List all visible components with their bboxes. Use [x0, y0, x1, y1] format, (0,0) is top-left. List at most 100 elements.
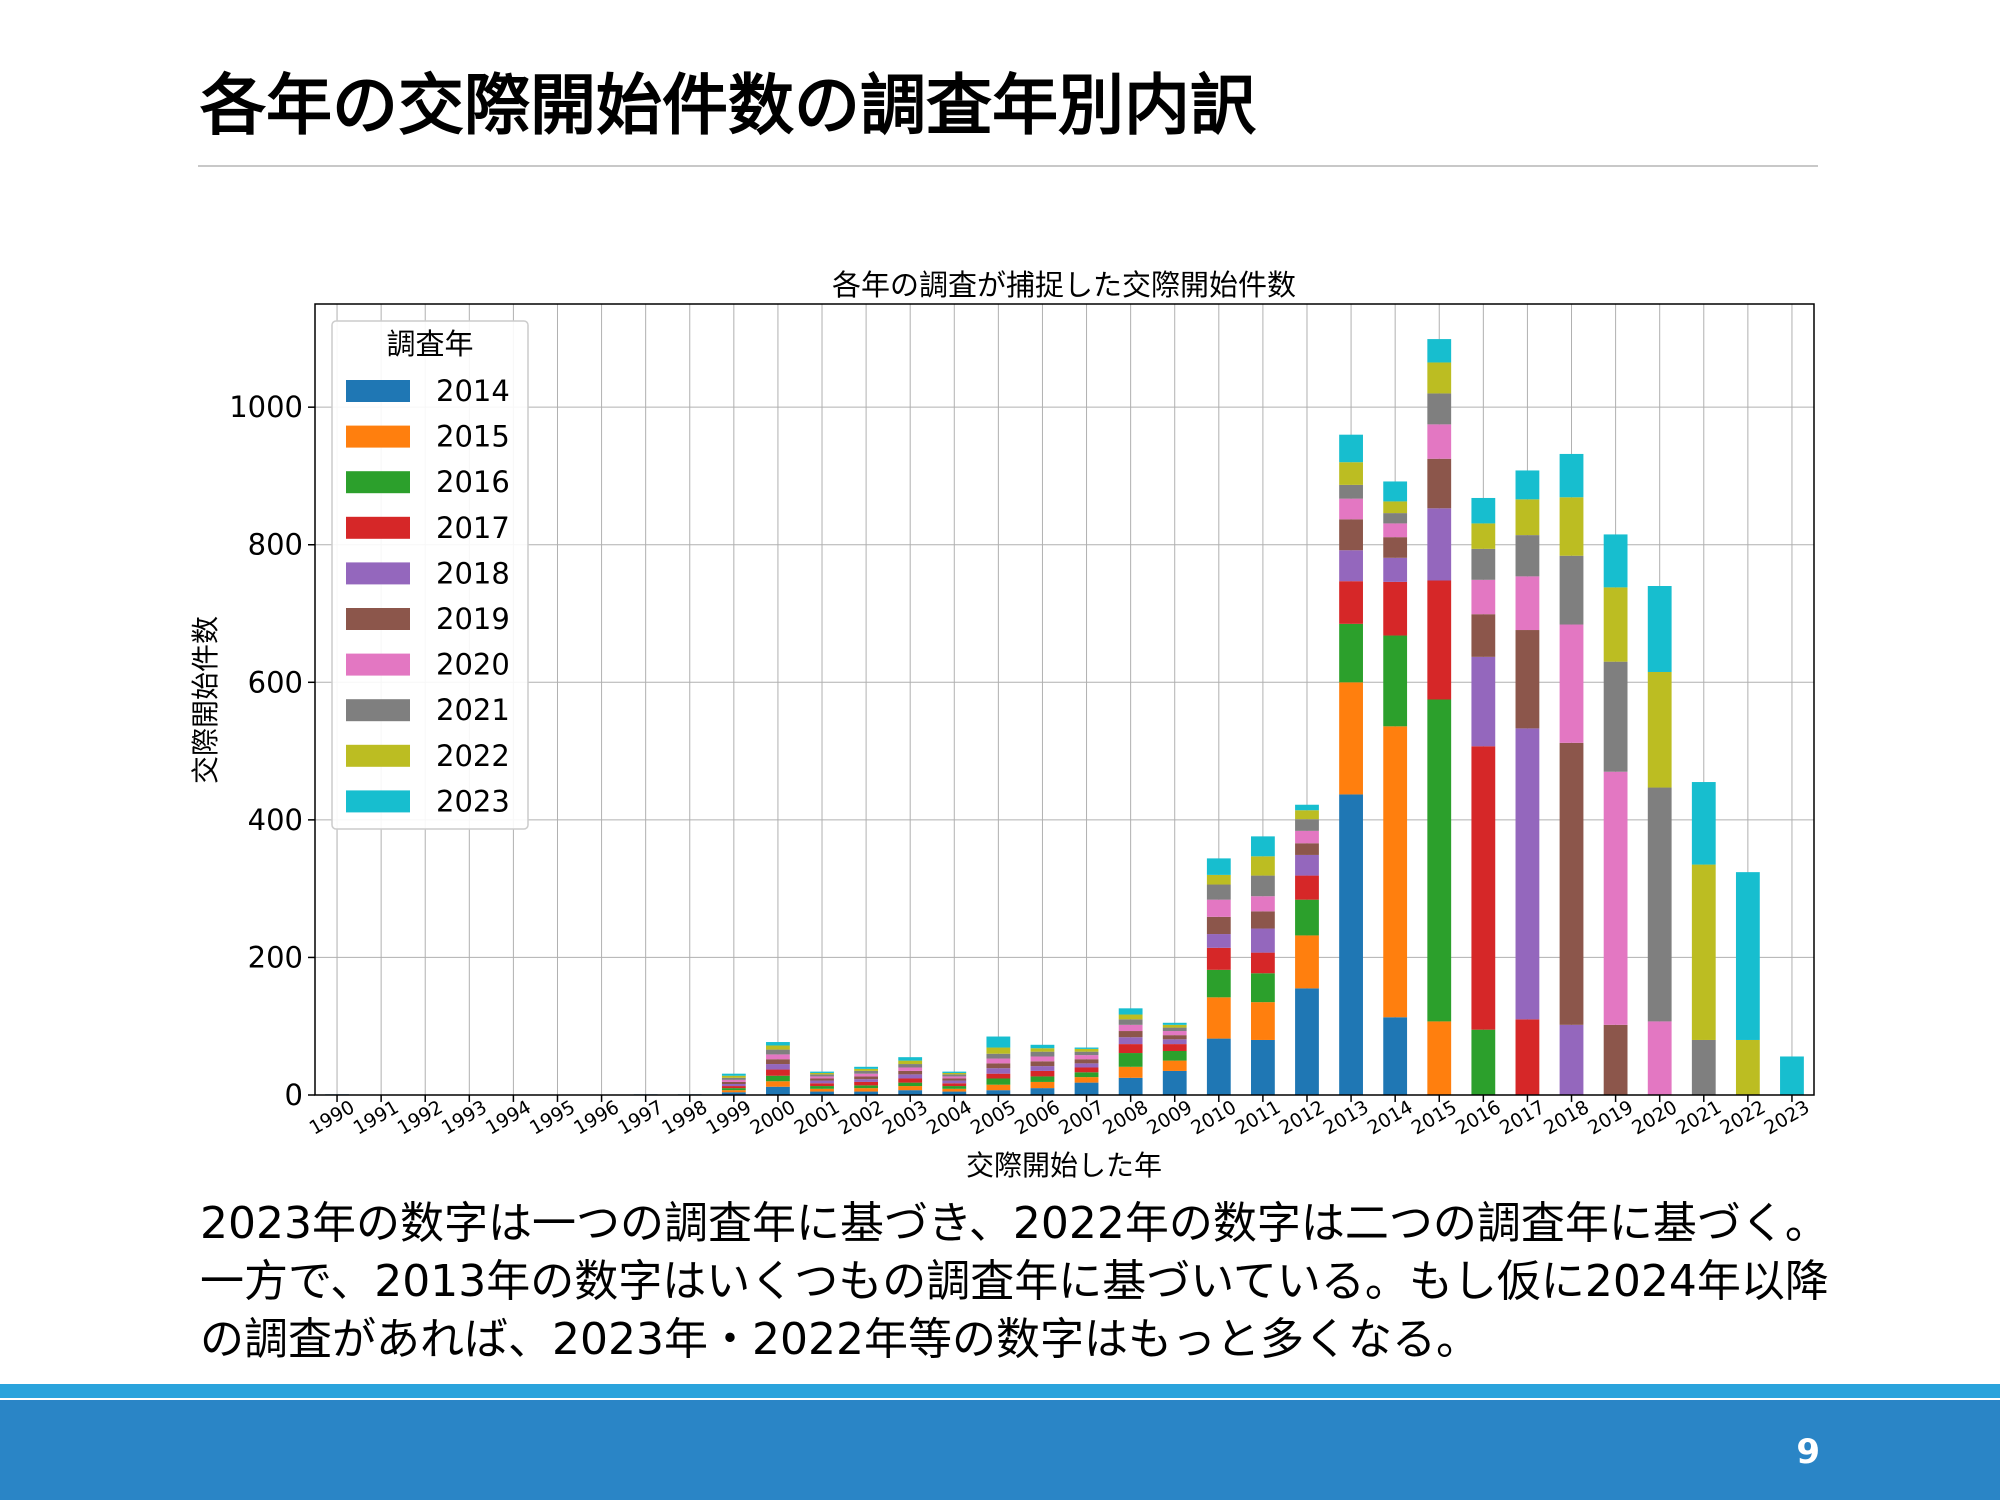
bar-segment-2020-1999 — [721, 1079, 746, 1082]
x-tick-label: 2002 — [835, 1096, 888, 1139]
bar-segment-2015-2005 — [986, 1084, 1011, 1091]
x-tick-label: 2014 — [1364, 1096, 1417, 1139]
bar-segment-2023-2005 — [986, 1036, 1011, 1048]
bar-segment-2018-2014 — [1383, 557, 1408, 582]
bar-segment-2017-2017 — [1515, 1019, 1540, 1095]
bar-segment-2023-2015 — [1427, 339, 1452, 363]
legend-swatch-2018 — [346, 562, 410, 585]
bar-segment-2017-2008 — [1118, 1044, 1143, 1054]
bar-segment-2020-2006 — [1030, 1056, 1055, 1062]
x-tick-label: 2008 — [1099, 1096, 1152, 1139]
x-tick-label: 2012 — [1276, 1096, 1329, 1139]
y-tick-label: 400 — [248, 803, 303, 837]
bar-segment-2023-2009 — [1162, 1022, 1187, 1025]
bar-segment-2018-2011 — [1250, 928, 1275, 953]
bar-segment-2016-2016 — [1471, 1029, 1496, 1095]
bar-segment-2022-2011 — [1250, 856, 1275, 876]
x-tick-label: 2013 — [1320, 1096, 1373, 1139]
x-tick-label: 2021 — [1672, 1096, 1725, 1139]
caption: 2023年の数字は一つの調査年に基づき、2022年の数字は二つの調査年に基づく。… — [200, 1195, 1840, 1369]
x-tick-label: 1995 — [526, 1096, 579, 1139]
bar-segment-2014-2003 — [898, 1090, 923, 1095]
bar-segment-2017-2006 — [1030, 1070, 1055, 1077]
bar-segment-2015-2006 — [1030, 1081, 1055, 1089]
bar-segment-2021-2011 — [1250, 875, 1275, 897]
x-tick-label: 2017 — [1496, 1096, 1549, 1139]
bar-segment-2021-2013 — [1339, 484, 1363, 499]
bar-segment-2018-2010 — [1206, 934, 1231, 948]
legend-label-2019: 2019 — [436, 602, 510, 636]
bar-segment-2019-2012 — [1295, 843, 1319, 855]
bar-segment-2015-2012 — [1295, 935, 1319, 989]
bar-segment-2015-2009 — [1162, 1060, 1187, 1071]
bar-segment-2018-2017 — [1515, 728, 1540, 1020]
bar-segment-2018-2013 — [1339, 550, 1363, 582]
bar-segment-2023-2004 — [942, 1071, 967, 1073]
bar-segment-2022-2013 — [1339, 462, 1363, 485]
bar-segment-2016-2002 — [854, 1085, 879, 1089]
bar-segment-2021-2010 — [1206, 884, 1231, 900]
x-tick-label: 2010 — [1187, 1096, 1240, 1139]
bar-segment-2014-2013 — [1339, 794, 1363, 1095]
bar-segment-2017-2004 — [942, 1083, 967, 1087]
x-tick-label: 1991 — [350, 1096, 403, 1139]
bar-segment-2023-2016 — [1471, 497, 1496, 524]
bar-segment-2019-2019 — [1603, 1024, 1628, 1095]
bar-segment-2021-1999 — [721, 1077, 746, 1080]
bar-segment-2019-2014 — [1383, 537, 1408, 558]
bar-segment-2015-2015 — [1427, 1021, 1452, 1095]
bar-segment-2022-2019 — [1603, 587, 1628, 662]
bar-segment-2014-2008 — [1118, 1077, 1143, 1095]
bar-segment-2018-2003 — [898, 1074, 923, 1079]
bar-segment-2015-2011 — [1250, 1002, 1275, 1040]
bar-segment-2021-2015 — [1427, 393, 1452, 425]
bar-segment-2020-2005 — [986, 1058, 1011, 1064]
bar-segment-2015-2004 — [942, 1088, 967, 1092]
bar-segment-2020-2016 — [1471, 579, 1496, 615]
bar-segment-2019-2009 — [1162, 1035, 1187, 1040]
bar-segment-2016-2011 — [1250, 973, 1275, 1003]
legend-swatch-2023 — [346, 790, 410, 813]
bar-segment-2017-2009 — [1162, 1044, 1187, 1051]
bar-segment-2014-2012 — [1295, 988, 1319, 1095]
legend-swatch-2016 — [346, 471, 410, 494]
legend-label-2017: 2017 — [436, 511, 510, 545]
bar-segment-2015-2010 — [1206, 997, 1231, 1039]
bar-segment-2018-1999 — [721, 1083, 746, 1087]
bar-segment-2023-2007 — [1074, 1047, 1099, 1049]
legend-swatch-2015 — [346, 425, 410, 448]
bar-segment-2014-2009 — [1162, 1070, 1187, 1095]
bar-segment-2022-2015 — [1427, 362, 1452, 394]
bar-segment-2019-2011 — [1250, 911, 1275, 929]
bar-segment-2019-2001 — [810, 1078, 834, 1081]
bar-segment-2016-2009 — [1162, 1050, 1187, 1061]
bar-segment-2016-2001 — [810, 1086, 834, 1089]
bar-segment-2023-2000 — [766, 1042, 790, 1046]
y-tick-label: 1000 — [229, 390, 303, 424]
bar-segment-2020-2007 — [1074, 1055, 1099, 1060]
y-tick-labels: 0 200 400 600 800 1000 — [229, 390, 315, 1112]
bar-segment-2021-2018 — [1559, 555, 1584, 625]
title-divider — [198, 165, 1818, 167]
x-tick-label: 1992 — [394, 1096, 447, 1139]
bar-segment-2019-2017 — [1515, 630, 1540, 729]
legend-label-2016: 2016 — [436, 465, 510, 499]
caption-line: 一方で、2013年の数字はいくつもの調査年に基づいている。もし仮に2024年以降 — [200, 1256, 1829, 1307]
bar-segment-2021-2008 — [1118, 1019, 1143, 1025]
bar-segment-2019-1999 — [721, 1081, 746, 1084]
bar-segment-2022-2003 — [898, 1060, 923, 1065]
x-tick-label: 2004 — [923, 1096, 976, 1139]
bar-segment-2016-2013 — [1339, 623, 1363, 683]
bar-segment-2020-2020 — [1647, 1021, 1672, 1095]
bar-segment-2022-2004 — [942, 1072, 967, 1075]
x-tick-label: 2005 — [967, 1096, 1020, 1139]
bar-segment-2019-2018 — [1559, 742, 1584, 1025]
bar-segment-2023-2023 — [1780, 1056, 1804, 1095]
bar-segment-2019-2005 — [986, 1063, 1011, 1069]
bar-segment-2018-2002 — [854, 1079, 879, 1082]
bar-segment-2023-2011 — [1250, 836, 1275, 857]
bar-segment-2023-2012 — [1295, 804, 1319, 811]
bar-segment-2021-2004 — [942, 1074, 967, 1077]
bar-segment-2015-2013 — [1339, 682, 1363, 795]
